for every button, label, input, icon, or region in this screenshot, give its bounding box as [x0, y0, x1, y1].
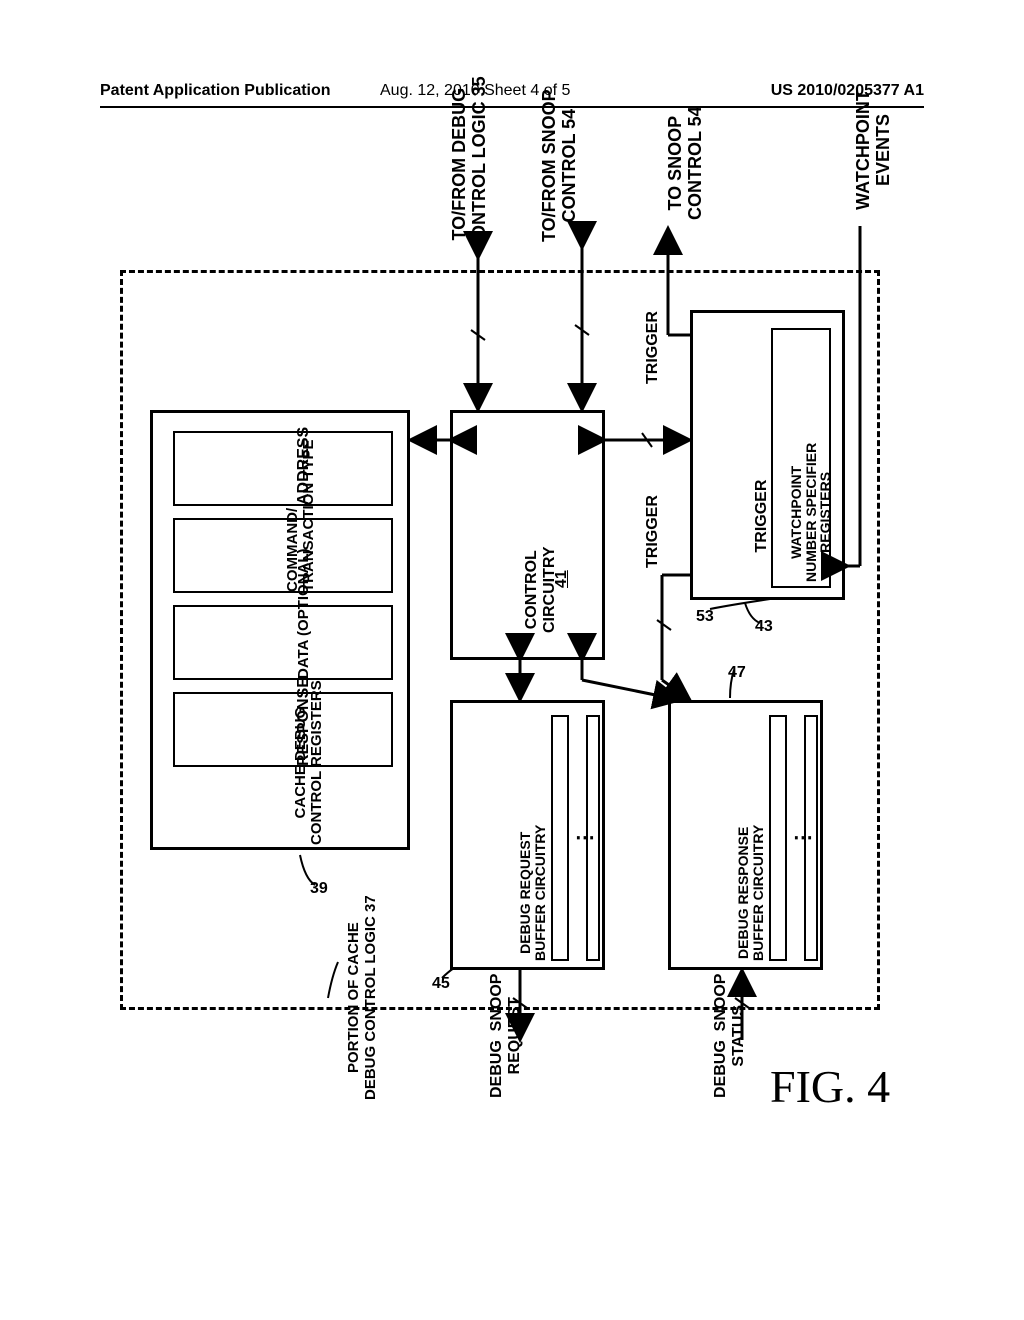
header-left: Patent Application Publication: [100, 82, 331, 100]
arrows-layer: [120, 180, 900, 1120]
page: Patent Application Publication Aug. 12, …: [0, 0, 1024, 1320]
figure-label: FIG. 4: [770, 1060, 890, 1113]
header-right: US 2010/0205377 A1: [771, 82, 924, 100]
diagram: WATCHPOINT EVENTS TO SNOOP CONTROL 54 TO…: [120, 180, 880, 1100]
page-header: Patent Application Publication Aug. 12, …: [100, 82, 924, 108]
